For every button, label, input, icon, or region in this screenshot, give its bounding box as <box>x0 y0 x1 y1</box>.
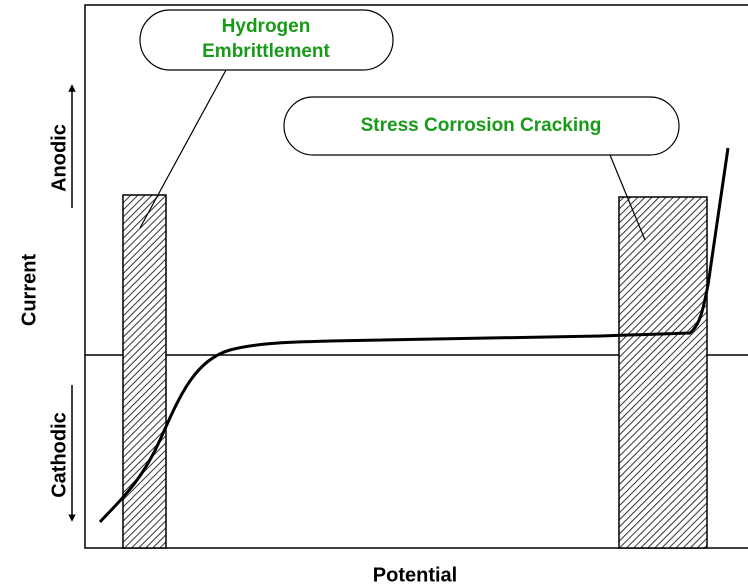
polarization-curve <box>98 147 730 523</box>
scc-region <box>618 196 708 549</box>
callout <box>139 9 394 71</box>
callout-text: Stress Corrosion Cracking <box>361 115 602 136</box>
anodic-label: Anodic <box>48 124 70 192</box>
x-axis-label: Potential <box>373 564 457 586</box>
y-axis-label: Current <box>18 254 40 327</box>
callout-text: Embrittlement <box>202 41 330 62</box>
pointer <box>609 154 646 241</box>
pointer <box>139 69 227 229</box>
callout <box>283 96 680 156</box>
hydrogen-region <box>122 194 167 549</box>
callout-text: Hydrogen <box>222 16 311 37</box>
cathodic-label: Cathodic <box>48 412 70 498</box>
plot-frame <box>84 4 748 549</box>
